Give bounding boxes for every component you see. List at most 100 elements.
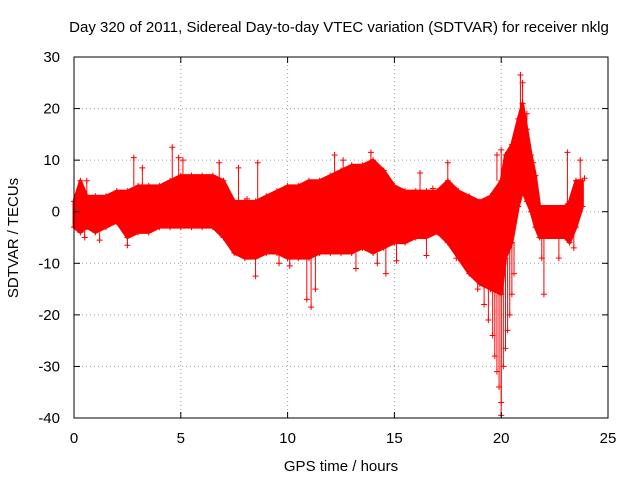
data-point	[167, 224, 174, 231]
x-tick-label: 20	[493, 430, 510, 447]
y-tick-label: -10	[38, 255, 60, 272]
data-point	[359, 162, 366, 169]
data-point	[523, 198, 530, 205]
data-point	[273, 249, 280, 256]
data-point	[487, 193, 494, 200]
data-point-outlier	[464, 265, 471, 272]
x-axis-label: GPS time / hours	[284, 458, 398, 475]
y-tick-label: -20	[38, 307, 60, 324]
data-point	[113, 188, 120, 195]
data-point	[77, 177, 84, 184]
data-point	[263, 193, 270, 200]
axis-ticks: 0 5 10 15 20 25 -40 -30 -20 -10 0 10 20 30	[38, 49, 616, 447]
data-point	[579, 203, 586, 210]
data-point	[359, 244, 366, 251]
data-point	[273, 188, 280, 195]
data-point	[391, 239, 398, 246]
data-point-outlier	[244, 195, 251, 202]
data-point	[103, 193, 110, 200]
data-point	[572, 177, 579, 184]
x-tick-label: 10	[279, 430, 296, 447]
data-point-outlier	[530, 159, 537, 166]
data-point	[113, 219, 120, 226]
data-point	[412, 234, 419, 241]
y-tick-label: 0	[52, 204, 60, 221]
data-point	[103, 224, 110, 231]
data-point-outlier	[453, 255, 460, 262]
data-point	[316, 177, 323, 184]
data-point	[532, 224, 539, 231]
data-point	[348, 162, 355, 169]
data-point	[528, 151, 535, 158]
data-point	[391, 182, 398, 189]
data-point	[562, 203, 569, 210]
y-tick-label: -40	[38, 410, 60, 427]
data-point	[145, 182, 152, 189]
data-point	[338, 249, 344, 256]
data-points	[71, 72, 588, 419]
data-point	[199, 224, 206, 231]
y-tick-label: 10	[43, 152, 60, 169]
data-point-outlier	[581, 175, 588, 182]
data-point	[566, 239, 573, 246]
data-point	[284, 182, 291, 189]
data-point	[316, 249, 323, 256]
data-point	[402, 239, 409, 246]
data-point	[412, 188, 419, 195]
data-point	[241, 255, 248, 262]
data-point	[455, 188, 462, 195]
data-point	[177, 224, 184, 231]
data-point	[263, 249, 270, 256]
data-point	[444, 239, 451, 246]
data-point	[528, 208, 535, 215]
data-point-outlier	[547, 231, 554, 238]
data-point	[466, 193, 473, 200]
data-point	[231, 198, 238, 205]
data-point-outlier	[429, 185, 436, 192]
data-point	[188, 224, 195, 231]
data-point	[199, 172, 206, 179]
data-point	[77, 229, 84, 236]
data-point	[370, 157, 377, 164]
data-point	[209, 224, 216, 231]
data-point	[188, 172, 195, 179]
data-point	[487, 286, 494, 293]
data-point	[536, 203, 543, 210]
data-point	[92, 229, 99, 236]
data-point	[562, 234, 569, 241]
data-point	[519, 188, 526, 195]
data-point	[327, 249, 334, 256]
data-point	[476, 280, 483, 287]
data-point	[135, 229, 142, 236]
data-point	[370, 249, 377, 256]
x-tick-label: 5	[177, 430, 185, 447]
data-point	[515, 115, 522, 122]
data-point	[434, 229, 441, 236]
data-point	[156, 224, 163, 231]
x-tick-label: 15	[386, 430, 403, 447]
data-point	[135, 182, 142, 189]
data-point	[466, 270, 473, 277]
data-point	[502, 151, 509, 158]
data-point	[327, 172, 334, 179]
data-point	[295, 182, 302, 189]
data-point	[209, 172, 216, 179]
data-point	[380, 167, 387, 174]
data-point	[476, 198, 483, 205]
data-point	[220, 234, 227, 241]
data-point	[508, 141, 515, 148]
data-point	[156, 182, 163, 189]
data-point	[295, 255, 302, 262]
data-point	[145, 229, 152, 236]
data-point	[380, 244, 387, 251]
y-axis-label: SDTVAR / TECUs	[5, 178, 22, 298]
y-tick-label: -30	[38, 358, 60, 375]
data-point	[402, 188, 409, 195]
x-tick-label: 25	[600, 430, 617, 447]
data-point	[348, 249, 355, 256]
data-point	[220, 177, 227, 184]
data-point	[231, 249, 238, 256]
data-point	[434, 188, 441, 195]
data-point	[532, 172, 539, 179]
